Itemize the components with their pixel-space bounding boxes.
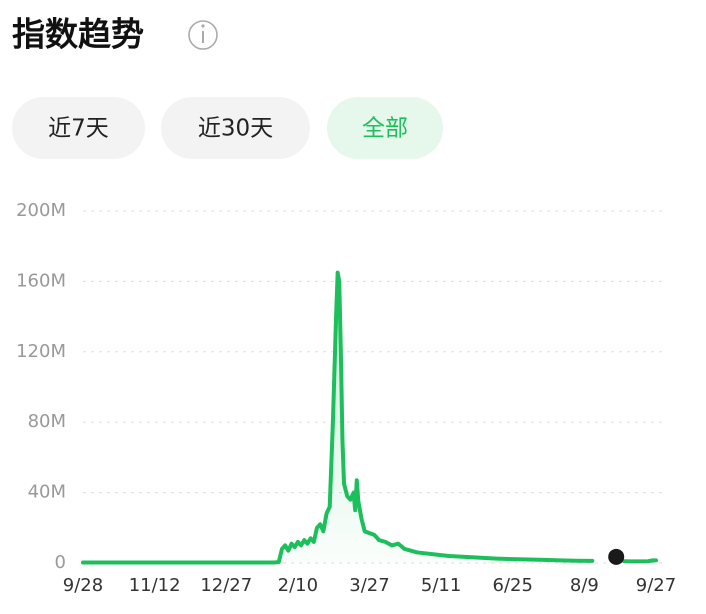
tab-label[interactable]: 近30天: [198, 116, 273, 142]
tab-button[interactable]: [161, 97, 310, 159]
x-tick-label: 9/28: [63, 575, 103, 596]
x-tick-label: 3/27: [349, 575, 389, 596]
tab-button[interactable]: [12, 97, 145, 159]
x-tick-label: 2/10: [278, 575, 318, 596]
tab-button-active[interactable]: [327, 97, 443, 159]
x-tick-label: 5/11: [421, 575, 461, 596]
tab-label[interactable]: 近7天: [48, 116, 109, 142]
y-tick-label: 120M: [16, 341, 66, 362]
highlight-point: [608, 548, 625, 565]
y-tick-label: 0: [55, 552, 66, 573]
y-tick-label: 80M: [28, 411, 66, 432]
y-tick-label: 40M: [28, 482, 66, 503]
info-icon[interactable]: [188, 20, 218, 50]
title: 指数趋势: [12, 15, 144, 54]
y-tick-label: 200M: [16, 200, 66, 221]
x-tick-label: 11/12: [129, 575, 181, 596]
line: [622, 558, 658, 564]
x-tick-label: 6/25: [493, 575, 533, 596]
tab-label[interactable]: 全部: [362, 116, 408, 142]
area: [83, 272, 593, 563]
line: [81, 270, 595, 565]
y-tick-label: 160M: [16, 270, 66, 291]
x-tick-label: 8/9: [570, 575, 599, 596]
x-tick-label: 9/27: [636, 575, 676, 596]
x-tick-label: 12/27: [200, 575, 252, 596]
